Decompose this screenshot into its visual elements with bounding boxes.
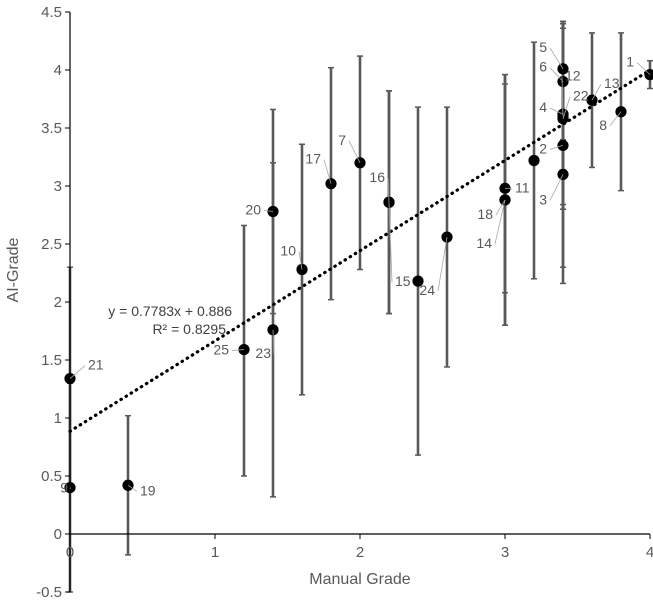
y-tick-label: 1.5 [41,352,62,369]
label-leader-line [549,47,564,70]
x-axis-title: Manual Grade [309,571,410,588]
point-label: 9 [60,480,68,496]
point-label: 25 [213,342,229,358]
point-label: 17 [305,151,321,167]
label-leader-line [549,107,564,115]
point-label: 1 [626,54,634,70]
point-label: 19 [140,482,156,498]
label-leader-line [323,159,332,184]
point-label: 11 [515,179,530,195]
point-label: 15 [395,273,411,289]
point-label: 22 [573,88,589,104]
data-point [499,194,511,206]
point-label: 3 [539,191,547,207]
y-tick-label: 3.5 [41,120,62,137]
label-leader-line [549,67,564,82]
point-label: 24 [419,282,435,298]
label-leader-line [263,210,274,212]
y-tick-label: 0 [54,526,62,543]
label-leader-line [127,484,138,492]
x-tick-label: 0 [66,544,74,561]
y-tick-label: 2 [54,294,62,311]
point-label: 4 [539,99,547,115]
y-tick-label: 3 [54,178,62,195]
trendline-r-squared: R² = 0.8295 [152,321,226,337]
label-leader-line [348,140,361,163]
x-tick-label: 3 [501,544,509,561]
y-tick-label: 4 [54,62,62,79]
tick-labels: -0.500.511.522.533.544.50 1 2 3 4 [36,4,653,601]
y-tick-label: 1 [54,410,62,427]
data-point [412,275,424,287]
x-tick-label: 2 [356,544,364,561]
point-label: 8 [599,117,607,133]
point-label: 14 [476,235,492,251]
label-leader-line [69,365,86,379]
x-tick-label: 4 [646,544,653,561]
point-label: 16 [369,169,385,185]
y-tick-label: 4.5 [41,4,62,21]
label-leader-line [562,96,571,119]
label-leader-line [69,487,72,489]
point-label: 2 [539,140,547,156]
data-point [528,154,540,167]
label-leader-line [549,174,564,201]
label-leader-line [549,145,564,150]
point-label: 7 [338,132,346,148]
label-leader-line [495,199,506,216]
y-axis-title: AI-Grade [5,237,22,302]
point-label: 10 [280,243,296,259]
label-leader-line [609,111,622,127]
point-label: 18 [477,206,493,222]
trendline-group [68,68,652,433]
label-leader-line [388,202,393,283]
label-leader-line [636,62,651,75]
point-label: 13 [604,75,620,91]
y-tick-label: 0.5 [41,468,62,485]
point-label: 23 [255,345,271,361]
y-tick-label: 2.5 [41,236,62,253]
point-label: 20 [245,202,261,218]
label-leader-line [591,83,602,101]
point-label: 5 [539,39,547,55]
label-leader-line [387,178,390,203]
data-points [64,63,653,494]
data-point [441,231,453,243]
label-leader-line [561,76,564,117]
label-leader-line [272,329,275,354]
trendline-equation: y = 0.7783x + 0.886 [108,303,232,319]
point-label: 12 [565,67,581,83]
y-tick-label: -0.5 [36,584,62,601]
label-leader-line [437,236,448,292]
x-tick-label: 1 [211,544,219,561]
point-label: 21 [88,357,104,373]
label-leader-line [231,349,245,351]
label-leader-line [298,251,303,270]
trendline [68,68,652,433]
point-label: 6 [539,59,547,75]
axes [65,11,651,593]
label-leader-line [494,199,506,245]
